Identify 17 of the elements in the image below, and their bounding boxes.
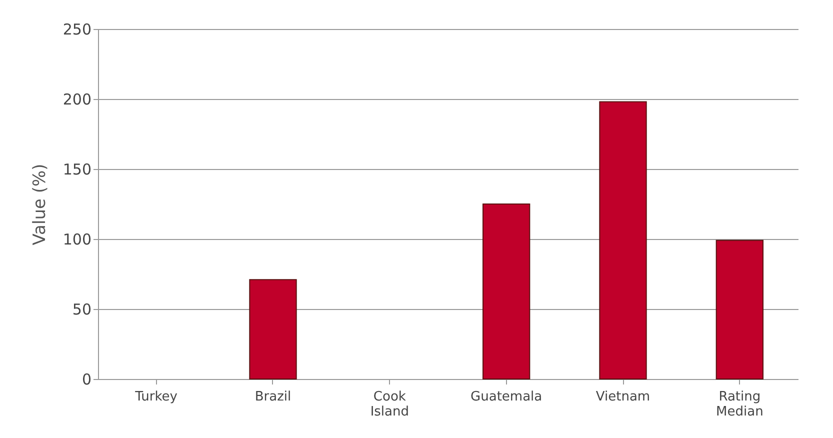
- x-tick-label: Vietnam: [596, 390, 650, 404]
- bar: [716, 240, 764, 380]
- x-tick-label: Turkey: [134, 390, 178, 404]
- bar: [249, 279, 297, 380]
- y-tick-label: 200: [62, 90, 92, 108]
- y-tick-label: 50: [72, 300, 92, 318]
- bar: [599, 101, 647, 380]
- y-axis-title: Value (%): [30, 164, 50, 246]
- x-tick-label: Rating Median: [716, 390, 764, 420]
- y-tick-label: 0: [82, 370, 92, 388]
- y-tick-label: 150: [62, 160, 92, 178]
- x-tick-label: Guatemala: [470, 390, 542, 404]
- x-tick-label: Brazil: [254, 390, 292, 404]
- x-tick-label: Cook Island: [370, 390, 410, 420]
- bar: [482, 204, 530, 380]
- y-tick-label: 100: [62, 230, 92, 248]
- y-tick-label: 250: [62, 20, 92, 38]
